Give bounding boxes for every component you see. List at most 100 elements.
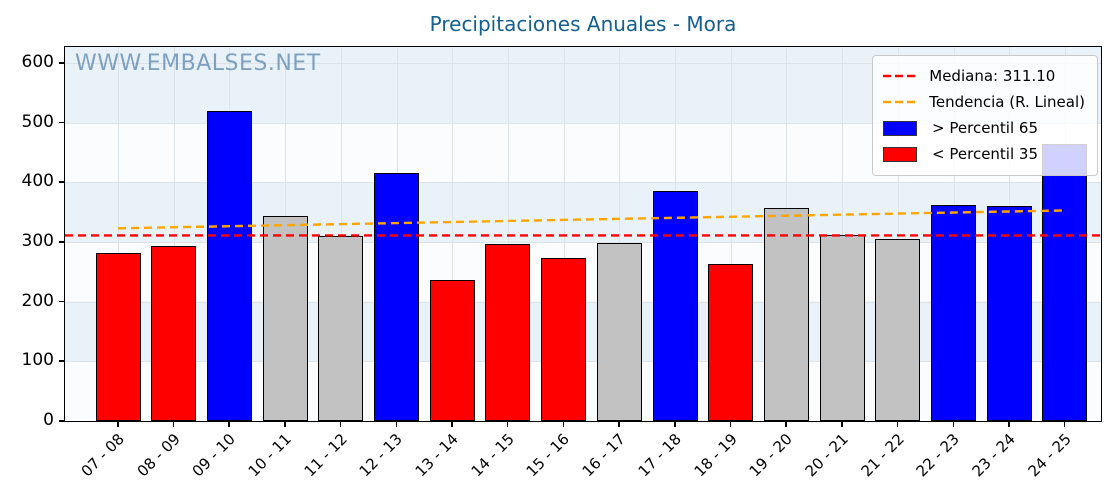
x-tick-label: 11 - 12: [300, 430, 351, 481]
legend-item: Mediana: 311.10: [883, 63, 1085, 89]
v-gridline: [563, 47, 565, 421]
y-tick-label: 0: [43, 410, 54, 430]
y-tick: [59, 62, 64, 64]
x-tick-label: 20 - 21: [801, 430, 852, 481]
x-tick-label: 07 - 08: [77, 430, 128, 481]
v-gridline: [118, 47, 119, 421]
bar-11-12: [318, 236, 364, 421]
x-tick: [562, 422, 565, 427]
bar-17-18: [652, 190, 698, 421]
x-tick: [228, 422, 230, 427]
legend-label: > Percentil 65: [927, 119, 1039, 137]
legend-dashed-line-swatch: [883, 100, 920, 104]
bar-24-25: [1042, 144, 1088, 421]
x-tick: [618, 422, 620, 427]
bar-22-23: [931, 205, 976, 421]
x-tick-label: 22 - 23: [912, 430, 964, 481]
x-tick: [952, 422, 955, 427]
x-tick: [1008, 422, 1010, 427]
h-gridline: [65, 122, 1101, 124]
x-tick: [451, 422, 453, 427]
x-tick: [841, 422, 843, 427]
h-gridline: [65, 182, 1101, 184]
x-tick: [896, 422, 899, 427]
legend-label: < Percentil 35: [927, 145, 1039, 163]
y-tick-label: 100: [21, 350, 54, 371]
bar-07-08: [95, 253, 141, 421]
v-gridline: [452, 47, 454, 421]
plot-area: WWW.EMBALSES.NET Mediana: 311.10 Tendenci…: [64, 46, 1102, 422]
x-tick: [785, 422, 787, 427]
legend-item: < Percentil 35: [883, 141, 1085, 167]
bar-19-20: [763, 208, 809, 421]
legend-dashed-line-swatch: [883, 74, 920, 78]
bar-09-10: [206, 111, 252, 421]
x-tick: [1063, 422, 1066, 427]
x-tick-label: 19 - 20: [745, 430, 797, 481]
x-tick-label: 15 - 16: [523, 430, 574, 481]
y-tick-label: 500: [21, 111, 54, 132]
x-tick: [172, 422, 175, 427]
bar-20-21: [819, 234, 865, 421]
bar-14-15: [485, 244, 531, 421]
x-tick-label: 16 - 17: [578, 430, 630, 481]
v-gridline: [730, 47, 732, 421]
v-gridline: [897, 47, 899, 421]
x-tick: [117, 422, 119, 427]
legend-label: Mediana: 311.10: [929, 67, 1056, 85]
trend-line: [117, 209, 1065, 230]
x-tick-label: 13 - 14: [411, 430, 462, 481]
x-tick-label: 09 - 10: [188, 430, 240, 481]
y-tick-label: 300: [21, 231, 54, 252]
v-gridline: [842, 47, 844, 421]
bar-08-09: [151, 246, 197, 421]
h-gridline: [65, 242, 1101, 244]
legend-patch-swatch: [883, 146, 918, 162]
v-gridline: [619, 47, 621, 421]
legend-patch-swatch: [883, 120, 918, 136]
y-tick-label: 400: [21, 171, 54, 192]
bar-21-22: [875, 239, 921, 421]
y-tick: [59, 420, 64, 422]
bar-23-24: [986, 205, 1032, 421]
y-tick: [59, 181, 64, 183]
bar-10-11: [262, 215, 308, 421]
y-tick: [59, 300, 64, 303]
legend-item: > Percentil 65: [883, 115, 1085, 141]
legend-label: Tendencia (R. Lineal): [929, 93, 1085, 111]
x-tick-label: 14 - 15: [467, 430, 518, 481]
v-gridline: [340, 47, 342, 421]
x-tick-label: 21 - 22: [857, 430, 908, 481]
x-tick-label: 23 - 24: [968, 430, 1019, 481]
watermark: WWW.EMBALSES.NET: [75, 51, 321, 76]
y-tick: [59, 241, 64, 243]
x-tick: [729, 422, 732, 427]
legend-item: Tendencia (R. Lineal): [883, 89, 1085, 115]
legend: Mediana: 311.10 Tendencia (R. Lineal) > P…: [872, 55, 1098, 176]
bar-12-13: [374, 172, 419, 421]
x-tick-label: 17 - 18: [634, 430, 685, 481]
y-tick: [59, 360, 64, 362]
bar-16-17: [596, 243, 642, 421]
x-tick-label: 08 - 09: [133, 430, 184, 481]
v-gridline: [173, 47, 175, 421]
reference-lines: [65, 209, 1101, 237]
x-tick: [284, 422, 286, 427]
x-tick-label: 24 - 25: [1024, 430, 1075, 481]
bar-15-16: [541, 257, 587, 421]
bar-13-14: [429, 280, 475, 421]
x-tick-label: 12 - 13: [355, 430, 407, 481]
y-tick-label: 200: [21, 290, 54, 311]
x-tick-label: 10 - 11: [244, 430, 295, 481]
v-gridline: [507, 47, 509, 421]
x-tick-label: 18 - 19: [690, 430, 741, 481]
x-tick: [674, 422, 676, 427]
y-tick-label: 600: [21, 52, 54, 73]
x-tick: [395, 422, 398, 427]
x-tick: [506, 422, 509, 427]
bar-18-19: [708, 263, 754, 421]
x-tick: [339, 422, 342, 427]
h-gridline: [65, 63, 1101, 65]
chart-title: Precipitaciones Anuales - Mora: [429, 12, 737, 36]
